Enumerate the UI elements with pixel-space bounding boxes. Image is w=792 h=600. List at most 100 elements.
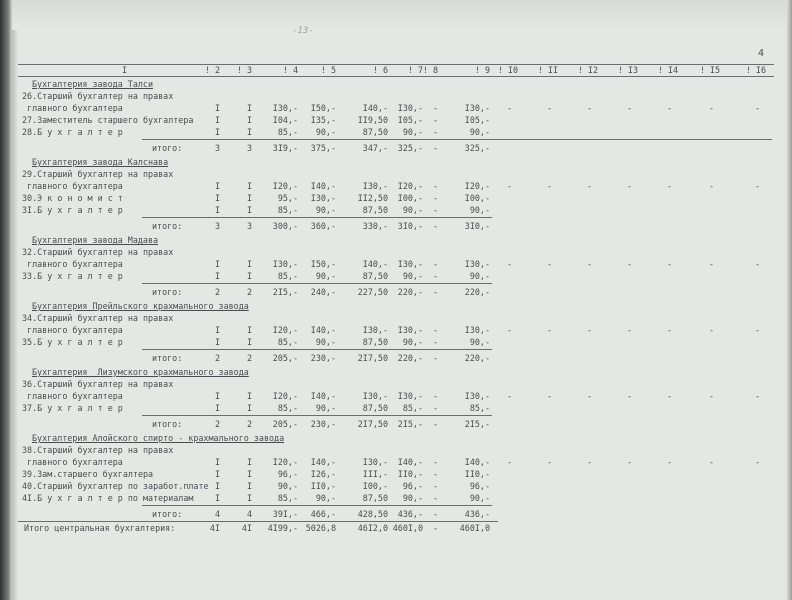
cell: I [246,115,252,125]
cell: 90,- [402,205,423,215]
cell: III,- [362,469,388,479]
row-label-cont: главного бухгалтера [22,181,123,191]
cell: I20,- [272,181,298,191]
cell: I40,- [362,259,388,269]
row-label: итого: [152,143,183,153]
cell: I [246,391,252,401]
cell: I30,- [272,103,298,113]
cell: I [214,469,220,479]
cell: I30,- [362,181,388,191]
row-label: 4I.Б у х г а л т е р по материалам [22,493,194,503]
empty-dash: - [506,391,512,401]
cell: - [432,143,438,153]
cell: I [246,103,252,113]
empty-dash: - [754,259,760,269]
empty-dash: - [666,325,672,335]
cell: 85,- [402,403,423,413]
cell: I [214,181,220,191]
cell: - [432,271,438,281]
row-label: 27.Заместитель старшего бухгалтера [22,115,194,125]
subtotal-rule [142,139,772,140]
cell: 3I0,- [464,221,490,231]
cell: I [214,193,220,203]
cell: I [246,493,252,503]
row-label: итого: [152,419,183,429]
cell: 85,- [277,271,298,281]
cell: I40,- [310,181,336,191]
empty-dash: - [708,103,714,113]
cell: I [214,325,220,335]
empty-dash: - [754,325,760,335]
subtotal-rule [142,415,492,416]
row-label: 29.Старший бухгалтер на правах [22,169,174,179]
table-row: 39.Зам.старшего бухгалтера I I 96,- I26,- III… [18,468,774,480]
cell: - [432,259,438,269]
cell: I30,- [362,325,388,335]
cell: I [214,481,220,491]
cell: 240,- [310,287,336,297]
empty-dash: - [666,181,672,191]
section-title: Бухгалтерия Алойского спирто - крахмальн… [32,433,285,443]
cell: 360,- [310,221,336,231]
cell: I50,- [310,259,336,269]
cell: 3 [214,221,220,231]
row-label-cont: главного бухгалтера [22,457,123,467]
cell: I [214,127,220,137]
header-cell: ! I4 [657,65,678,75]
row-label: 35.Б у х г а л т е р [22,337,123,347]
subtotal-rule [142,349,492,350]
cell: 90,- [315,271,336,281]
cell: - [432,419,438,429]
empty-dash: - [546,259,552,269]
table-row: 30.Э к о н о м и с т I I 95,- I30,- II2,50 I00… [18,192,774,204]
subtotal-row: итого: 2 2 205,- 230,- 2I7,50 2I5,- -2I5,- [18,414,774,432]
cell: I40,- [310,325,336,335]
cell: I20,- [464,181,490,191]
empty-dash: - [626,181,632,191]
cell: I20,- [397,181,423,191]
cell: 46I2,0 [357,523,388,533]
cell: 3 [246,143,252,153]
cell: - [432,193,438,203]
row-label-cont: главного бухгалтера [22,325,123,335]
row-label: 39.Зам.старшего бухгалтера [22,469,154,479]
cell: I35,- [310,115,336,125]
section-heading: Бухгалтерия Алойского спирто - крахмальн… [18,432,774,444]
cell: I30,- [310,193,336,203]
cell: - [432,205,438,215]
cell: I30,- [464,103,490,113]
section-title: Бухгалтерия завода Калснава [32,157,169,167]
cell: II2,50 [357,193,388,203]
cell: - [432,481,438,491]
cell: I [246,259,252,269]
header-top-rule [18,64,774,65]
cell: I30,- [464,391,490,401]
cell: 87,50 [362,271,388,281]
header-cell: ! I3 [617,65,638,75]
cell: I30,- [464,325,490,335]
row-label: 28.Б у х г а л т е р [22,127,123,137]
section-heading: Бухгалтерия Прейльского крахмального зав… [18,300,774,312]
empty-dash: - [586,325,592,335]
section-heading: Бухгалтерия Лизумского крахмального заво… [18,366,774,378]
cell: I [246,193,252,203]
empty-dash: - [586,457,592,467]
header-cell: ! 5 [320,65,336,75]
right-edge [786,0,792,600]
cell: 2I5,- [397,419,423,429]
cell: - [432,103,438,113]
cell: I [214,337,220,347]
cell: 2 [214,287,220,297]
cell: I30,- [397,259,423,269]
cell: I [246,481,252,491]
empty-dash: - [586,181,592,191]
cell: 375,- [310,143,336,153]
subtotal-row: итого: 2 2 205,- 230,- 2I7,50 220,- -220,- [18,348,774,366]
cell: 96,- [402,481,423,491]
cell: 96,- [469,481,490,491]
empty-dash: - [754,103,760,113]
cell: I [246,205,252,215]
cell: I [246,127,252,137]
cell: I05,- [464,115,490,125]
cell: 220,- [464,287,490,297]
